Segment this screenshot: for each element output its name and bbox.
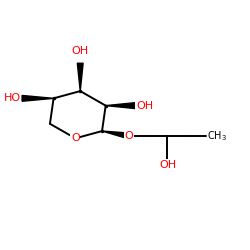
Text: OH: OH (159, 160, 176, 170)
Text: O: O (71, 133, 80, 143)
Text: OH: OH (72, 46, 89, 56)
Polygon shape (102, 131, 129, 139)
Text: CH$_3$: CH$_3$ (208, 129, 228, 143)
Text: O: O (124, 131, 133, 141)
Polygon shape (22, 96, 54, 101)
Text: OH: OH (136, 100, 153, 110)
Polygon shape (77, 63, 83, 91)
Text: HO: HO (4, 93, 21, 103)
Polygon shape (106, 103, 135, 108)
